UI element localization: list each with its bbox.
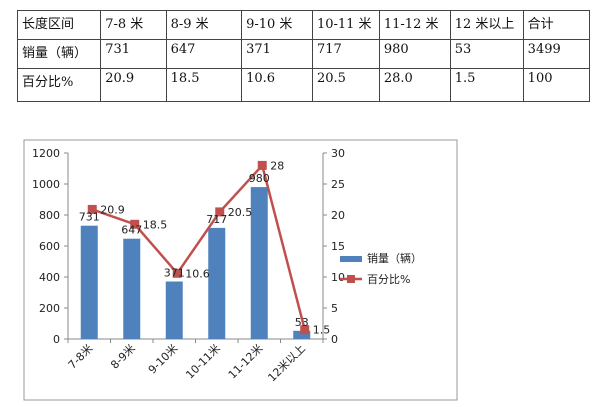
table-row: 长度区间 7-8 米 8-9 米 9-10 米 10-11 米 11-12 米 12 米以上… bbox=[16, 10, 591, 40]
right-tick-label: 5 bbox=[331, 302, 338, 315]
bar-data-label: 53 bbox=[295, 316, 309, 329]
table-cell: 20.5 bbox=[311, 68, 380, 102]
line-marker bbox=[172, 268, 182, 278]
table-cell: 100 bbox=[522, 68, 591, 102]
table-cell: 18.5 bbox=[165, 68, 243, 102]
bar-data-label: 717 bbox=[206, 213, 227, 226]
table-cell: 长度区间 bbox=[16, 10, 102, 40]
table-cell: 731 bbox=[100, 39, 167, 69]
line-data-label: 18.5 bbox=[143, 218, 168, 231]
table-cell: 12 米以上 bbox=[449, 10, 524, 40]
bar bbox=[250, 187, 268, 339]
bar bbox=[165, 281, 183, 339]
right-tick-label: 25 bbox=[331, 178, 345, 191]
line-data-label: 28 bbox=[270, 159, 284, 172]
line-data-label: 1.5 bbox=[313, 324, 331, 337]
right-tick-label: 15 bbox=[331, 240, 345, 253]
table-cell: 980 bbox=[378, 39, 451, 69]
table-cell: 20.9 bbox=[100, 68, 167, 102]
bar-data-label: 371 bbox=[164, 266, 185, 279]
right-tick-label: 30 bbox=[331, 147, 345, 160]
table-row: 销量（辆） 731 647 371 717 980 53 3499 bbox=[16, 39, 591, 69]
line-data-label: 10.6 bbox=[185, 267, 210, 280]
line-marker bbox=[215, 207, 225, 217]
line-data-label: 20.5 bbox=[228, 206, 253, 219]
bar-data-label: 647 bbox=[121, 224, 142, 237]
bar bbox=[80, 225, 98, 339]
table-cell: 53 bbox=[449, 39, 524, 69]
table-cell: 合计 bbox=[522, 10, 591, 40]
line-marker bbox=[300, 325, 310, 335]
left-tick-label: 800 bbox=[39, 209, 60, 222]
line-marker bbox=[87, 204, 97, 214]
left-tick-label: 200 bbox=[39, 302, 60, 315]
data-table: 长度区间 7-8 米 8-9 米 9-10 米 10-11 米 11-12 米 12 米以上… bbox=[16, 10, 591, 102]
table-cell: 3499 bbox=[522, 39, 591, 69]
right-tick-label: 0 bbox=[331, 333, 338, 346]
table-cell: 647 bbox=[165, 39, 243, 69]
table-cell: 371 bbox=[241, 39, 313, 69]
legend-bar-swatch bbox=[340, 256, 362, 262]
legend-line-label: 百分比% bbox=[367, 273, 410, 286]
table-cell: 10.6 bbox=[241, 68, 313, 102]
bar bbox=[293, 330, 311, 339]
percent-line bbox=[91, 162, 306, 331]
bar-data-label: 731 bbox=[79, 211, 100, 224]
bar bbox=[208, 227, 226, 339]
bar-data-label: 980 bbox=[249, 172, 270, 185]
legend-bar-label: 销量（辆） bbox=[367, 251, 422, 265]
left-tick-label: 1000 bbox=[32, 178, 60, 191]
table-cell: 销量（辆） bbox=[16, 39, 102, 69]
left-tick-label: 400 bbox=[39, 271, 60, 284]
table-cell: 百分比% bbox=[16, 68, 102, 102]
left-tick-label: 0 bbox=[53, 333, 60, 346]
bar bbox=[123, 238, 141, 339]
left-tick-label: 600 bbox=[39, 240, 60, 253]
table-row: 百分比% 20.9 18.5 10.6 20.5 28.0 1.5 100 bbox=[16, 68, 591, 102]
right-tick-label: 10 bbox=[331, 271, 345, 284]
right-tick-label: 20 bbox=[331, 209, 345, 222]
line-marker bbox=[257, 160, 267, 170]
table-cell: 10-11 米 bbox=[311, 10, 380, 40]
table-cell: 28.0 bbox=[378, 68, 451, 102]
table-cell: 717 bbox=[311, 39, 380, 69]
legend-line-marker bbox=[347, 275, 355, 283]
line-data-label: 20.9 bbox=[100, 203, 125, 216]
left-tick-label: 1200 bbox=[32, 147, 60, 160]
line-marker bbox=[130, 219, 140, 229]
table-cell: 9-10 米 bbox=[241, 10, 313, 40]
table-cell: 7-8 米 bbox=[100, 10, 167, 40]
